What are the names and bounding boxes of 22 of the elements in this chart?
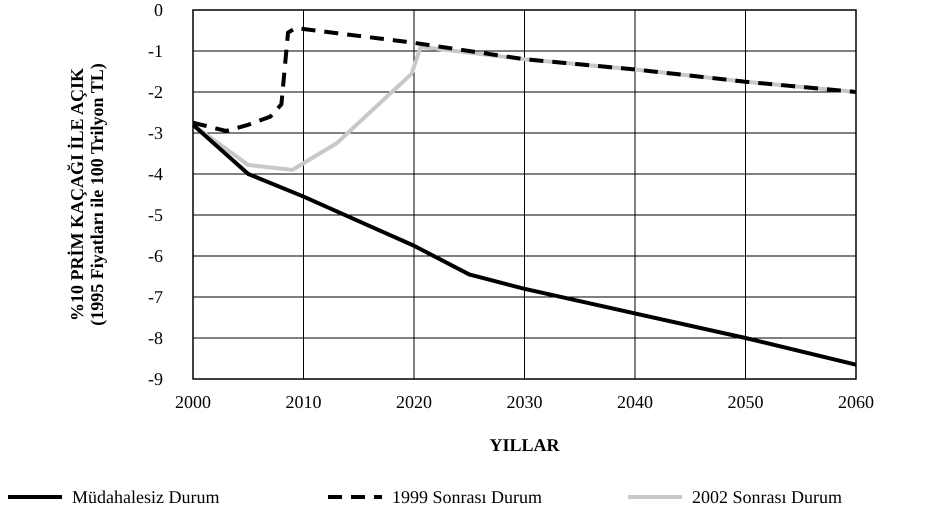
y-tick-label: -7 [148, 287, 163, 307]
x-tick-label: 2040 [617, 392, 653, 412]
x-tick-label: 2060 [838, 392, 874, 412]
legend-label: 1999 Sonrası Durum [392, 487, 542, 507]
y-tick-label: -4 [148, 164, 163, 184]
x-tick-label: 2050 [728, 392, 764, 412]
y-tick-label: -6 [148, 246, 163, 266]
x-tick-label: 2020 [396, 392, 432, 412]
x-tick-label: 2010 [286, 392, 322, 412]
y-tick-label: -3 [148, 123, 163, 143]
x-tick-label: 2000 [175, 392, 211, 412]
y-tick-label: -8 [148, 328, 163, 348]
y-tick-label: -2 [148, 82, 163, 102]
y-tick-label: -9 [148, 369, 163, 389]
y-tick-label: -1 [148, 41, 163, 61]
y-tick-label: 0 [154, 0, 163, 20]
y-tick-label: -5 [148, 205, 163, 225]
x-tick-label: 2030 [506, 392, 542, 412]
y-axis-title: %10 PRİM KAÇAĞI İLE AÇIK (1995 Fiyatları ile 100 Trilyon TL) [67, 63, 107, 326]
x-axis-title: YILLAR [489, 435, 561, 455]
legend-label: Müdahalesiz Durum [72, 487, 220, 507]
legend-label: 2002 Sonrası Durum [692, 487, 842, 507]
